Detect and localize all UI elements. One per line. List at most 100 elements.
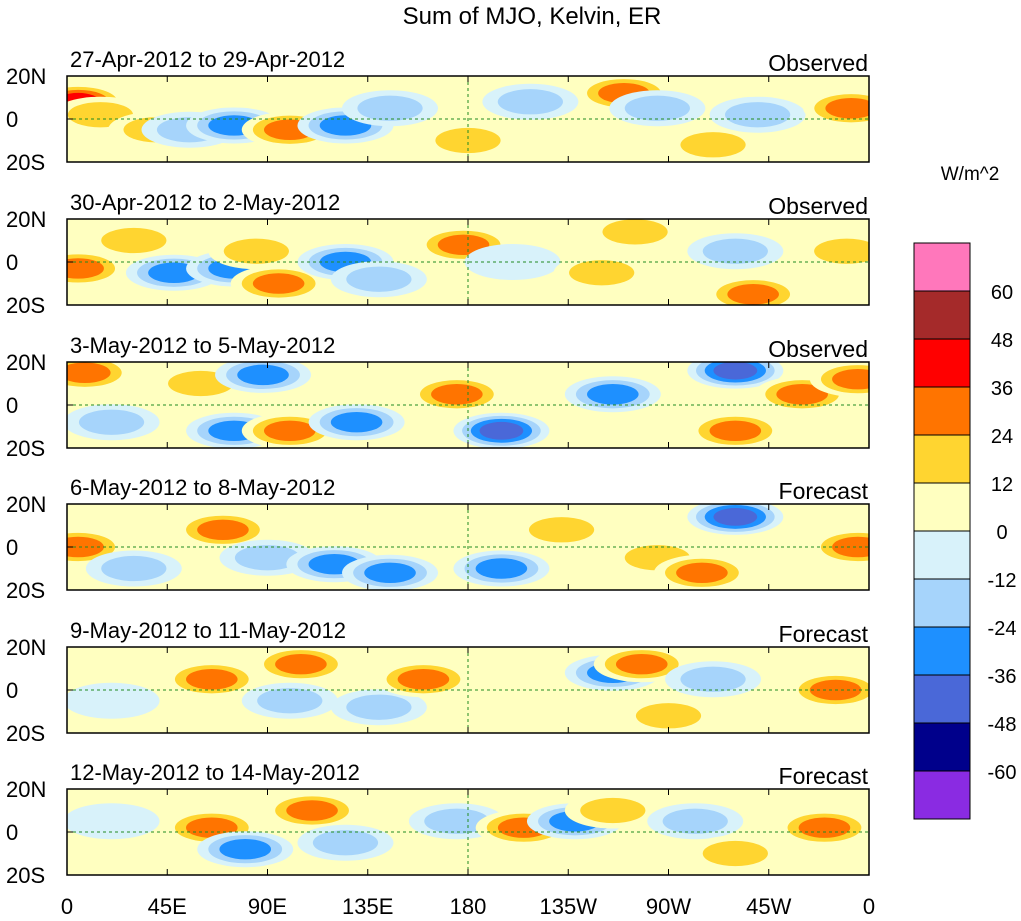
x-tick-label: 45E — [148, 894, 187, 919]
x-tick-label: 45W — [746, 894, 791, 919]
colorbar-level-label: -24 — [988, 618, 1017, 640]
y-tick-label: 20S — [6, 293, 45, 318]
colorbar-swatch — [913, 386, 971, 436]
anomaly-blob — [676, 562, 728, 584]
anomaly-blob — [713, 508, 758, 526]
y-tick-label: 20N — [6, 492, 46, 517]
anomaly-blob — [67, 362, 111, 383]
panel-status-label: Forecast — [779, 621, 869, 647]
anomaly-blob — [727, 284, 779, 305]
map-panel: 20N 0 20S 27-Apr-2012 to 29-Apr-2012 Observe… — [6, 47, 870, 175]
anomaly-blob — [67, 803, 160, 840]
anomaly-blob — [431, 384, 483, 405]
y-tick-label: 0 — [6, 393, 18, 418]
anomaly-blob — [357, 95, 423, 121]
anomaly-blob — [257, 688, 323, 714]
anomaly-blob — [252, 273, 305, 294]
anomaly-blob — [709, 420, 762, 442]
anomaly-blob — [776, 384, 828, 405]
panel-period-label: 3-May-2012 to 5-May-2012 — [70, 333, 335, 358]
anomaly-blob — [825, 98, 869, 119]
colorbar-unit-label: W/m^2 — [941, 164, 1000, 185]
x-tick-label: 90E — [248, 894, 287, 919]
anomaly-blob — [587, 384, 639, 405]
anomaly-field — [67, 76, 869, 162]
map-panel: 20N 0 20S 30-Apr-2012 to 2-May-2012 Observed — [6, 190, 870, 318]
anomaly-blob — [832, 368, 869, 390]
y-tick-label: 20S — [6, 578, 45, 603]
colorbar-level-label: 60 — [991, 282, 1013, 304]
x-tick-label: 135E — [342, 894, 393, 919]
colorbar-swatch — [913, 482, 971, 532]
colorbar-swatch — [913, 338, 971, 388]
panel-period-label: 6-May-2012 to 8-May-2012 — [70, 475, 335, 500]
anomaly-blob — [186, 669, 238, 690]
x-tick-label: 180 — [450, 894, 487, 919]
y-tick-label: 20N — [6, 350, 46, 375]
y-tick-label: 0 — [6, 107, 18, 132]
x-axis: 0 45E 90E 135E 180 135W 90W 45W 0 — [61, 894, 875, 919]
panel-status-label: Observed — [768, 50, 868, 76]
anomaly-field — [67, 647, 869, 733]
y-tick-label: 0 — [6, 250, 18, 275]
anomaly-field — [67, 362, 869, 448]
anomaly-blob — [479, 421, 524, 440]
anomaly-blob — [237, 364, 289, 386]
anomaly-blob — [724, 102, 791, 128]
anomaly-blob — [330, 411, 383, 433]
anomaly-blob — [832, 536, 869, 558]
anomaly-blob — [569, 260, 635, 286]
colorbar-swatch — [913, 578, 971, 628]
y-tick-label: 20N — [6, 635, 46, 660]
colorbar-swatch — [913, 722, 971, 772]
anomaly-blob — [662, 808, 728, 834]
colorbar-swatch — [913, 626, 971, 676]
y-tick-label: 0 — [6, 678, 18, 703]
anomaly-blob — [798, 817, 851, 838]
anomaly-blob — [264, 420, 316, 442]
panel-status-label: Forecast — [779, 763, 869, 789]
anomaly-blob — [223, 238, 289, 264]
colorbar: W/m^2 60 48 36 24 12 0 -12 -24 -36 -48 -60 — [913, 164, 1017, 820]
x-tick-label: 135W — [540, 894, 598, 919]
anomaly-field — [67, 792, 869, 872]
colorbar-level-label: 24 — [991, 426, 1013, 448]
anomaly-field — [67, 504, 869, 590]
anomaly-field — [67, 219, 869, 305]
anomaly-blob — [78, 409, 145, 435]
anomaly-blob — [397, 669, 450, 690]
x-tick-label: 0 — [863, 894, 875, 919]
anomaly-blob — [346, 266, 412, 292]
y-tick-label: 20S — [6, 436, 45, 461]
anomaly-blob — [186, 817, 238, 838]
colorbar-level-label: -12 — [988, 570, 1017, 592]
panel-period-label: 12-May-2012 to 14-May-2012 — [70, 760, 360, 785]
colorbar-swatch — [913, 674, 971, 724]
chart-title: Sum of MJO, Kelvin, ER — [403, 3, 662, 30]
anomaly-blob — [101, 555, 167, 582]
anomaly-blob — [364, 562, 416, 584]
colorbar-level-label: -36 — [988, 666, 1017, 688]
anomaly-blob — [814, 238, 869, 264]
map-panel: 20N 0 20S 6-May-2012 to 8-May-2012 Forecast — [6, 475, 870, 603]
colorbar-swatch — [913, 434, 971, 484]
anomaly-blob — [234, 545, 301, 571]
panel-status-label: Forecast — [779, 478, 869, 504]
panel-status-label: Observed — [768, 193, 868, 219]
anomaly-blob — [475, 558, 528, 579]
anomaly-blob — [497, 89, 563, 115]
colorbar-level-label: -48 — [988, 714, 1017, 736]
panel-period-label: 9-May-2012 to 11-May-2012 — [70, 618, 346, 643]
anomaly-blob — [67, 536, 104, 558]
anomaly-blob — [528, 517, 595, 543]
y-tick-label: 20S — [6, 863, 45, 888]
anomaly-blob — [602, 219, 668, 245]
colorbar-level-label: 12 — [991, 474, 1013, 496]
y-tick-label: 20N — [6, 777, 46, 802]
y-tick-label: 20S — [6, 150, 45, 175]
anomaly-blob — [312, 830, 379, 856]
panel-period-label: 30-Apr-2012 to 2-May-2012 — [70, 190, 340, 215]
map-panel: 20N 0 20S 9-May-2012 to 11-May-2012 Forecast — [6, 618, 870, 746]
anomaly-blob — [702, 840, 768, 867]
